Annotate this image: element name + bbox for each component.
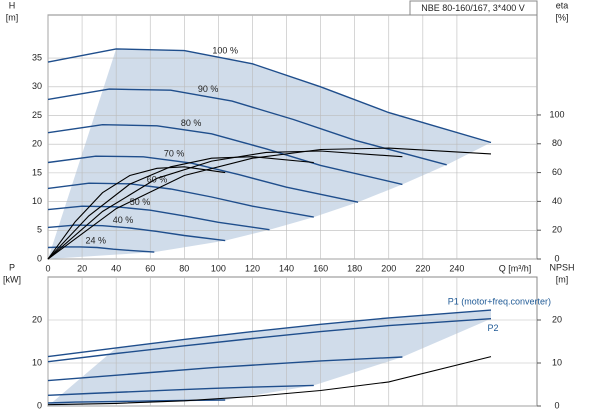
y-tick-label: 20: [32, 314, 42, 324]
curve-label: 90 %: [198, 84, 219, 94]
y2-tick-label: 0: [554, 253, 559, 263]
x-tick-label: 220: [415, 263, 430, 273]
x-tick-label: 200: [381, 263, 396, 273]
curve-line: [47, 182, 314, 218]
y-tick-label: 10: [32, 196, 42, 206]
x-tick-label: 100: [211, 263, 226, 273]
efficiency-line: [47, 166, 226, 260]
curve-label: 100 %: [212, 46, 238, 56]
y2-tick-label: 60: [552, 167, 562, 177]
curve-line: [47, 318, 492, 363]
y-tick-label: 10: [32, 357, 42, 367]
curve-line: [47, 309, 492, 358]
curve-line: [47, 48, 492, 144]
legend-label: P1 (motor+freq.converter): [448, 296, 551, 306]
y-axis-label: P: [9, 262, 15, 272]
y2-axis-label: [%]: [555, 12, 568, 22]
y-tick-label: 0: [37, 253, 42, 263]
x-tick-label: 120: [245, 263, 260, 273]
curve-label: 80 %: [181, 118, 202, 128]
y2-axis-label: [m]: [556, 274, 569, 284]
curve-line: [47, 155, 359, 203]
operating-area: [48, 48, 491, 259]
x-tick-label: 160: [313, 263, 328, 273]
y2-tick-label: 20: [552, 314, 562, 324]
curve-label: 40 %: [113, 215, 134, 225]
curve-line: [47, 384, 314, 396]
curve-line: [47, 356, 403, 382]
y-axis-label: [m]: [6, 12, 19, 22]
curve-label: 24 %: [85, 236, 106, 246]
operating-area: [48, 310, 491, 406]
curve-label: 70 %: [164, 148, 185, 158]
chart-title: NBE 80-160/167, 3*400 V: [421, 3, 525, 13]
y2-axis-label: NPSH: [549, 262, 574, 272]
y-tick-label: 20: [32, 139, 42, 149]
y-tick-label: 5: [37, 225, 42, 235]
x-axis-label: Q [m³/h]: [499, 263, 532, 273]
x-tick-label: 40: [111, 263, 121, 273]
curve-line: [47, 224, 226, 242]
curve-line: [47, 123, 403, 186]
efficiency-line: [47, 156, 314, 260]
x-tick-label: 240: [449, 263, 464, 273]
y-tick-label: 15: [32, 167, 42, 177]
x-tick-label: 20: [77, 263, 87, 273]
x-tick-label: 180: [347, 263, 362, 273]
y2-tick-label: 20: [552, 225, 562, 235]
efficiency-line: [47, 147, 492, 260]
curve-label: 50 %: [130, 197, 151, 207]
curve-line: [47, 205, 270, 231]
efficiency-line: [47, 150, 403, 260]
y2-tick-label: 40: [552, 196, 562, 206]
y-tick-label: 0: [37, 400, 42, 410]
y2-tick-label: 80: [552, 138, 562, 148]
title-box: [409, 0, 538, 16]
y2-tick-label: 100: [549, 109, 564, 119]
y2-tick-label: 0: [554, 400, 559, 410]
y-axis-label: [kW]: [3, 274, 21, 284]
x-tick-label: 0: [45, 263, 50, 273]
curve-label: 60 %: [147, 175, 168, 185]
y2-tick-label: 10: [552, 357, 562, 367]
curve-line: [47, 88, 447, 166]
x-tick-label: 80: [179, 263, 189, 273]
legend-label: P2: [487, 323, 498, 333]
x-tick-label: 140: [279, 263, 294, 273]
y-tick-label: 30: [32, 81, 42, 91]
y-tick-label: 25: [32, 110, 42, 120]
x-tick-label: 60: [145, 263, 155, 273]
y-tick-label: 35: [32, 52, 42, 62]
y-axis-label: H: [9, 0, 16, 10]
y2-axis-label: eta: [556, 0, 569, 10]
efficiency-line: [47, 356, 492, 406]
